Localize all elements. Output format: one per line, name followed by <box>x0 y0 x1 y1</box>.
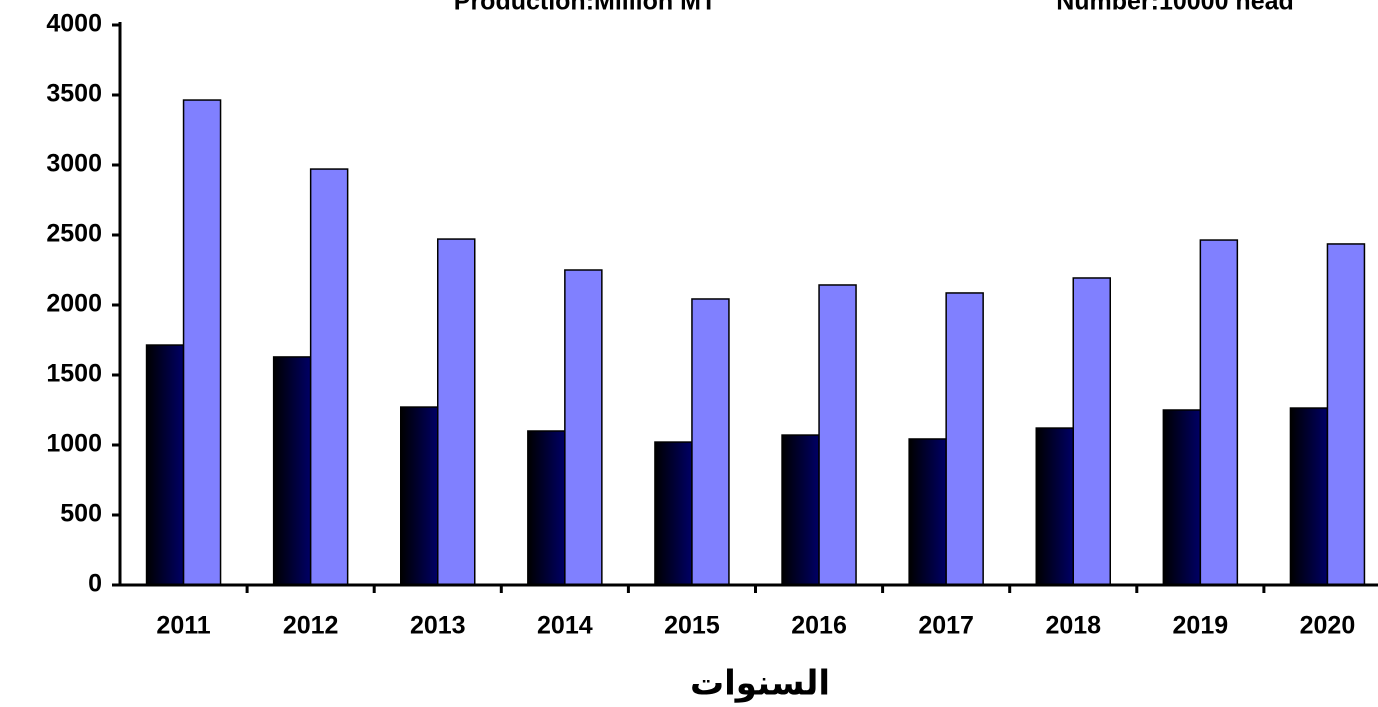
bar <box>400 406 439 586</box>
y-tick-label: 1000 <box>46 430 102 458</box>
bar <box>818 284 857 586</box>
x-tick-label: 2013 <box>410 612 466 640</box>
y-tick-label: 2000 <box>46 290 102 318</box>
x-tick-label: 2015 <box>664 612 720 640</box>
x-axis-label: السنوات <box>690 664 830 704</box>
bar <box>691 298 730 586</box>
y-tick-label: 1500 <box>46 360 102 388</box>
bar <box>145 344 185 586</box>
bar <box>1072 277 1111 586</box>
bar <box>1035 427 1074 586</box>
bar <box>1289 407 1329 586</box>
y-tick-label: 3500 <box>46 80 102 108</box>
x-tick-label: 2019 <box>1173 612 1229 640</box>
x-tick-label: 2012 <box>283 612 339 640</box>
x-tick-label: 2014 <box>537 612 593 640</box>
bar <box>654 441 693 586</box>
x-tick-label: 2011 <box>156 612 210 640</box>
x-tick-label: 2020 <box>1300 612 1356 640</box>
bar <box>908 438 947 586</box>
x-tick-label: 2017 <box>918 612 974 640</box>
legend-label: Number:10000 head <box>1056 0 1294 16</box>
y-tick-label: 4000 <box>46 10 102 38</box>
bar <box>309 168 349 586</box>
y-tick-label: 3000 <box>46 150 102 178</box>
y-tick-label: 2500 <box>46 220 102 248</box>
bar <box>564 269 603 586</box>
x-tick-label: 2018 <box>1045 612 1101 640</box>
legend-label: Production:Million MT <box>454 0 716 16</box>
bar <box>1199 239 1239 586</box>
x-tick-label: 2016 <box>791 612 847 640</box>
y-tick-label: 0 <box>88 570 102 598</box>
bar <box>1162 409 1202 586</box>
y-tick-label: 500 <box>60 500 102 528</box>
bar <box>527 430 566 586</box>
bar <box>1326 243 1366 586</box>
bar <box>781 434 820 586</box>
bar <box>272 356 312 586</box>
bar <box>437 238 476 586</box>
bar <box>945 292 984 586</box>
bar <box>182 99 222 586</box>
